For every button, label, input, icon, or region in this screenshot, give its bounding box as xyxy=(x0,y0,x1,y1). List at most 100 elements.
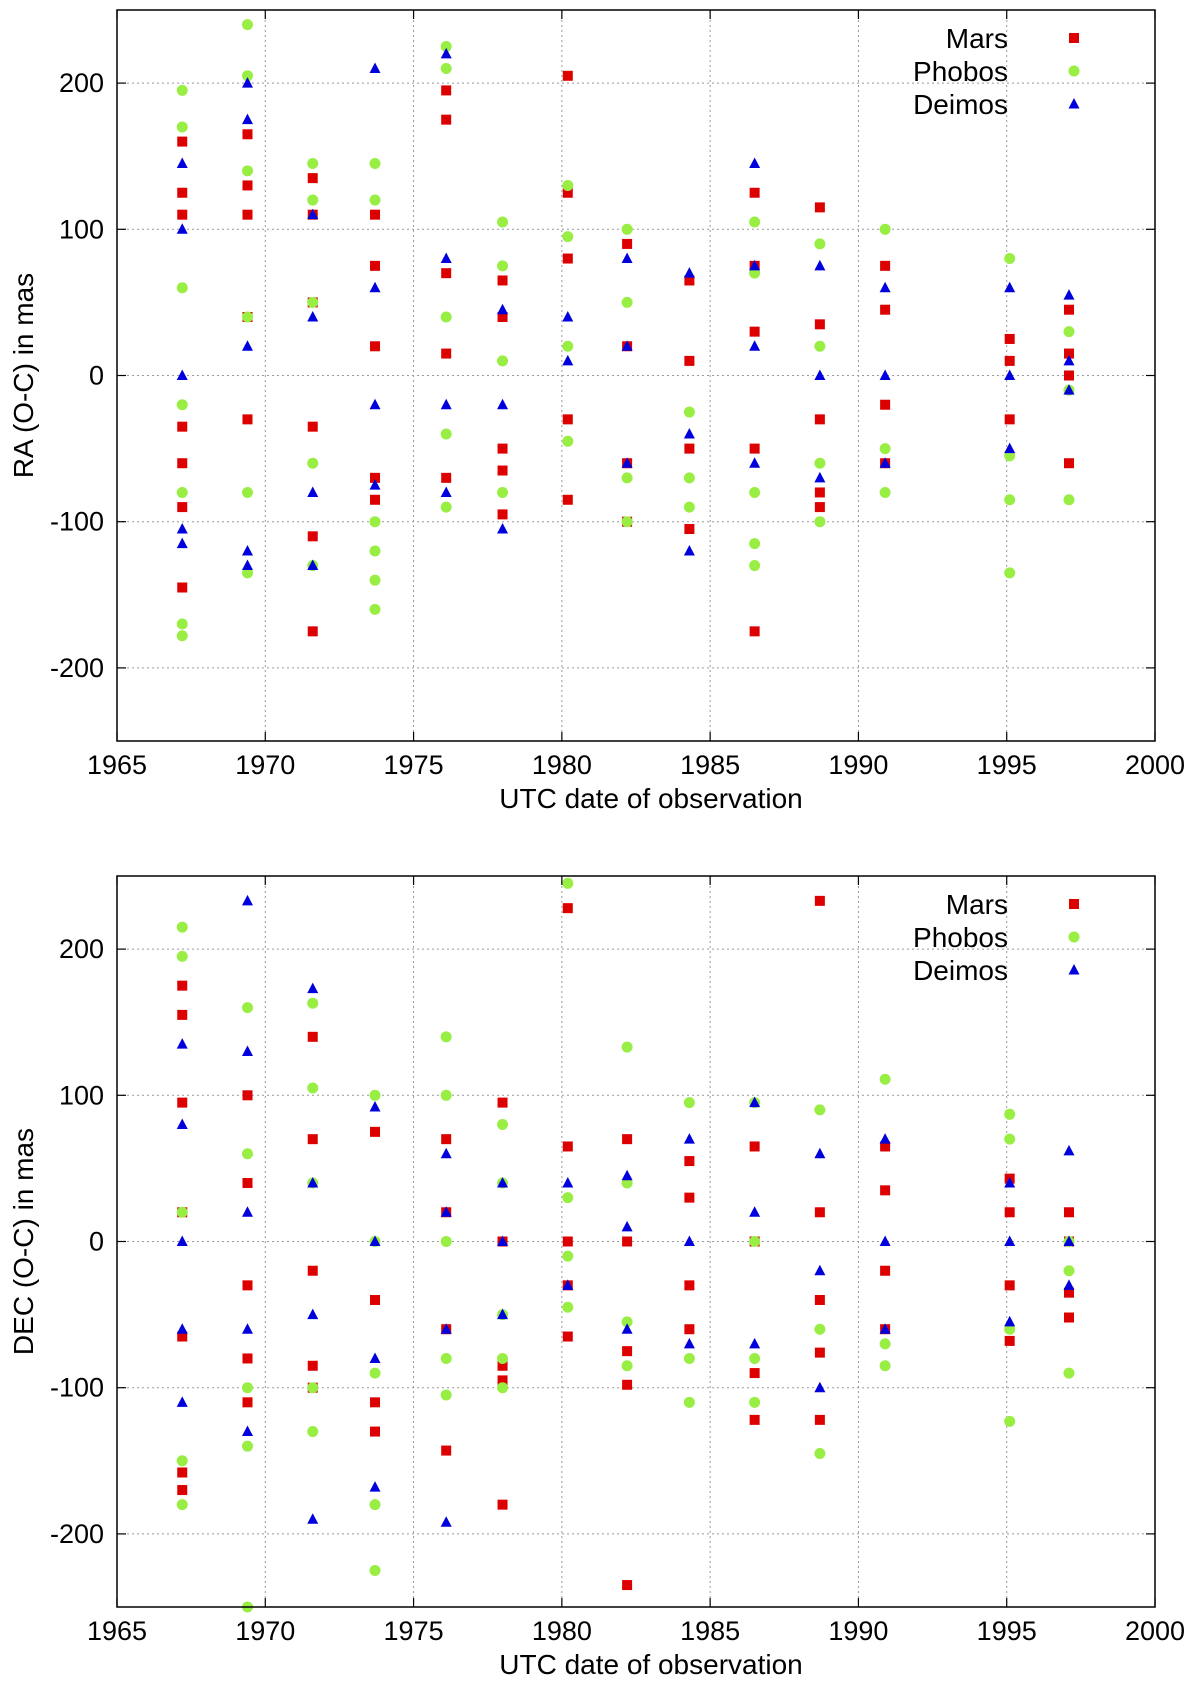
data-point xyxy=(562,435,574,447)
data-point xyxy=(1063,370,1074,381)
legend-marker-mars xyxy=(1069,899,1079,909)
data-point xyxy=(622,1580,633,1591)
data-point xyxy=(497,216,509,228)
series-deimos xyxy=(176,894,1075,1527)
data-point xyxy=(622,1236,633,1247)
data-point xyxy=(176,369,188,380)
data-point xyxy=(241,1425,253,1437)
data-point xyxy=(177,136,188,147)
data-point xyxy=(497,1375,508,1386)
data-point xyxy=(441,1134,452,1145)
data-point xyxy=(749,1236,761,1247)
data-point xyxy=(497,312,508,323)
data-point xyxy=(497,1177,509,1188)
data-point xyxy=(177,187,188,198)
data-point xyxy=(562,1177,574,1188)
legend-marker-deimos xyxy=(1068,964,1080,975)
data-point xyxy=(307,158,319,170)
legend-label-mars: Mars xyxy=(946,889,1008,920)
data-point xyxy=(176,84,188,96)
data-point xyxy=(176,1499,188,1511)
data-point xyxy=(749,1414,760,1425)
data-point xyxy=(1004,1335,1015,1346)
data-point xyxy=(440,252,452,264)
data-point xyxy=(683,1337,695,1349)
data-point xyxy=(814,1264,826,1276)
data-point xyxy=(749,457,761,468)
data-point xyxy=(370,472,381,483)
data-point xyxy=(369,398,381,410)
data-point xyxy=(1004,1315,1016,1327)
data-point xyxy=(497,1097,508,1108)
x-tick-label: 2000 xyxy=(1125,750,1185,780)
data-point xyxy=(621,296,633,308)
data-point xyxy=(307,1426,319,1438)
data-point xyxy=(307,1082,319,1094)
data-point xyxy=(879,1323,891,1334)
x-axis-label: UTC date of observation xyxy=(499,1649,803,1680)
data-point xyxy=(814,1207,825,1218)
data-point xyxy=(307,982,319,994)
data-point xyxy=(242,1397,253,1408)
data-point xyxy=(440,1516,452,1527)
data-point xyxy=(241,1323,253,1334)
data-point xyxy=(369,1481,381,1492)
data-point xyxy=(1063,1144,1075,1156)
data-point xyxy=(684,1280,695,1291)
data-point xyxy=(1063,494,1075,506)
data-point xyxy=(369,1367,381,1379)
data-point xyxy=(1063,326,1075,338)
data-point xyxy=(879,223,891,235)
data-point xyxy=(241,1148,253,1160)
data-point xyxy=(879,281,891,293)
data-point xyxy=(1004,1235,1016,1246)
data-point xyxy=(1063,1367,1075,1379)
data-point xyxy=(749,259,761,271)
data-point xyxy=(176,1323,188,1334)
data-point xyxy=(369,158,381,170)
data-point xyxy=(562,1236,573,1247)
data-point xyxy=(176,1038,188,1049)
data-point xyxy=(749,216,761,228)
data-point xyxy=(749,340,761,351)
y-tick-label: 100 xyxy=(59,1080,104,1110)
data-point xyxy=(562,1331,573,1342)
data-point xyxy=(369,479,381,490)
x-tick-label: 1990 xyxy=(828,1616,888,1646)
data-point xyxy=(440,1206,452,1217)
data-point xyxy=(814,259,826,271)
legend-label-phobos: Phobos xyxy=(913,922,1008,953)
data-point xyxy=(1004,567,1016,579)
data-point xyxy=(176,1206,188,1218)
data-point xyxy=(814,1381,826,1393)
data-point xyxy=(177,1467,188,1478)
data-point xyxy=(497,509,508,520)
data-point xyxy=(749,1352,761,1364)
data-point xyxy=(242,1090,253,1101)
data-point xyxy=(621,1323,633,1334)
data-point xyxy=(370,1397,381,1408)
data-point xyxy=(177,502,188,513)
data-point xyxy=(241,1382,253,1394)
data-point xyxy=(562,1250,574,1262)
data-point xyxy=(177,421,188,432)
data-point xyxy=(440,41,452,53)
legend-label-deimos: Deimos xyxy=(913,89,1008,120)
data-point xyxy=(814,1294,825,1305)
data-point xyxy=(177,1009,188,1020)
data-point xyxy=(241,559,253,571)
data-point xyxy=(562,494,573,505)
data-point xyxy=(176,630,188,642)
legend-marker-deimos xyxy=(1068,98,1080,109)
data-point xyxy=(241,1045,253,1056)
data-point xyxy=(1063,304,1074,315)
data-point xyxy=(1063,348,1074,359)
data-point xyxy=(621,1177,633,1189)
data-point xyxy=(370,1126,381,1137)
data-point xyxy=(177,1097,188,1108)
data-point xyxy=(497,443,508,454)
series-deimos xyxy=(176,47,1075,571)
data-point xyxy=(683,427,695,439)
y-tick-label: -200 xyxy=(50,653,104,683)
data-point xyxy=(814,1447,826,1459)
